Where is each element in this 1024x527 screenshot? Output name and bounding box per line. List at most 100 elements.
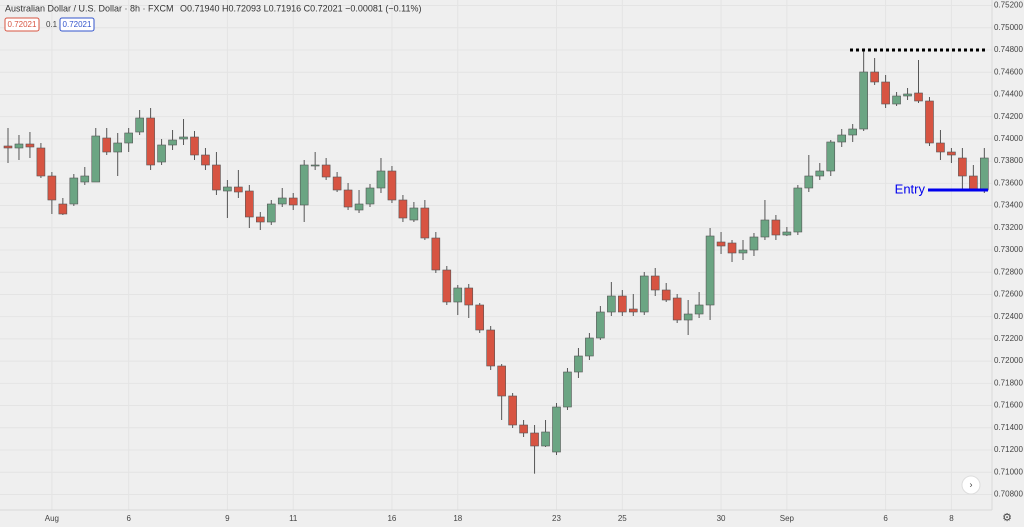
y-tick-label: 0.74800 [994,45,1023,54]
candle-body [398,199,408,219]
x-tick-label: 11 [289,514,298,523]
candle-body [69,177,79,205]
candle-body [969,175,978,191]
candle-body [958,157,967,177]
candle-body [848,128,857,136]
y-tick-label: 0.75000 [994,23,1023,32]
candle-body [47,175,57,201]
y-tick-label: 0.72000 [994,356,1023,365]
badge [4,17,40,32]
candle-body [25,143,35,148]
candle-body [223,186,232,192]
scroll-button[interactable] [961,475,981,495]
y-tick-label: 0.71400 [994,423,1023,432]
candle-body [727,242,737,254]
candle-body [354,203,364,211]
candle-body [321,164,331,178]
candle-body [168,139,177,146]
entry-label: Entry [895,181,926,196]
y-tick-label: 0.74400 [994,90,1023,99]
candle-body [552,406,561,453]
candle-body [519,424,528,434]
candle-body [541,431,550,447]
candle-body [201,154,210,166]
candle-body [804,175,814,189]
candle-body [607,295,616,313]
candle-body [859,71,868,130]
y-tick-label: 0.71200 [994,445,1023,454]
y-tick-label: 0.75200 [994,1,1023,10]
candle-body [760,219,770,238]
candle-body [365,187,375,205]
y-tick-label: 0.72800 [994,267,1023,276]
candle-body [91,135,101,183]
badge-text: 0.1 [46,20,58,29]
candle-body [705,235,715,306]
y-tick-label: 0.74000 [994,134,1023,143]
candle-body [914,92,923,102]
candle-body [453,287,463,303]
candle-body [683,313,693,321]
x-tick-label: 25 [618,514,627,523]
candle-body [212,164,221,191]
y-tick-label: 0.70800 [994,490,1023,499]
candle-body [124,132,133,144]
candle-body [475,304,485,331]
badge-text: 0.72021 [63,20,92,29]
candle-body [837,134,847,143]
badge-text: 0.72021 [8,20,37,29]
x-tick-label: 6 [883,514,888,523]
candle-body [639,275,649,313]
y-tick-label: 0.71800 [994,378,1023,387]
y-tick-label: 0.71600 [994,401,1023,410]
candle-body [288,197,298,206]
candle-body [672,297,682,321]
candle-body [234,186,243,193]
candle-body [387,170,397,201]
candle-body [277,197,287,205]
candle-body [947,151,956,156]
candle-body [497,365,506,397]
candle-body [245,190,254,218]
x-tick-label: 30 [717,514,726,523]
candle-body [135,117,144,133]
candle-body [628,308,638,313]
candle-body [190,136,199,156]
candle-body [925,100,934,144]
candle-body [903,93,912,97]
x-tick-label: 8 [949,514,954,523]
x-tick-label: Aug [45,514,59,523]
x-tick-label: 9 [225,514,230,523]
candle-body [332,176,342,191]
candle-body [980,157,989,191]
x-tick-label: 6 [126,514,131,523]
y-tick-label: 0.73200 [994,223,1023,232]
candle-body [420,207,430,239]
candle-body [58,203,68,215]
candle-body [266,203,276,223]
candle-body [80,175,90,183]
candle-body [157,144,166,163]
candle-body [771,219,781,236]
ohlc-values: O0.71940 H0.72093 L0.71916 C0.72021 −0.0… [180,3,422,13]
candle-body [442,269,452,303]
candle-body [464,287,474,306]
candle-body [936,142,945,153]
candle-body [585,337,594,357]
candle-body [256,216,265,223]
candle-body [299,164,309,206]
scroll-icon[interactable]: › [970,479,973,489]
candle-body [694,304,704,315]
y-tick-label: 0.72200 [994,334,1023,343]
x-tick-label: 16 [387,514,396,523]
candle-body [102,137,112,153]
candle-body [892,95,901,105]
y-tick-label: 0.73600 [994,178,1023,187]
candle-body [3,145,13,149]
candle-body [486,329,495,367]
y-tick-label: 0.74200 [994,112,1023,121]
settings-icon[interactable]: ⚙ [1002,512,1012,524]
candle-body [881,81,890,105]
